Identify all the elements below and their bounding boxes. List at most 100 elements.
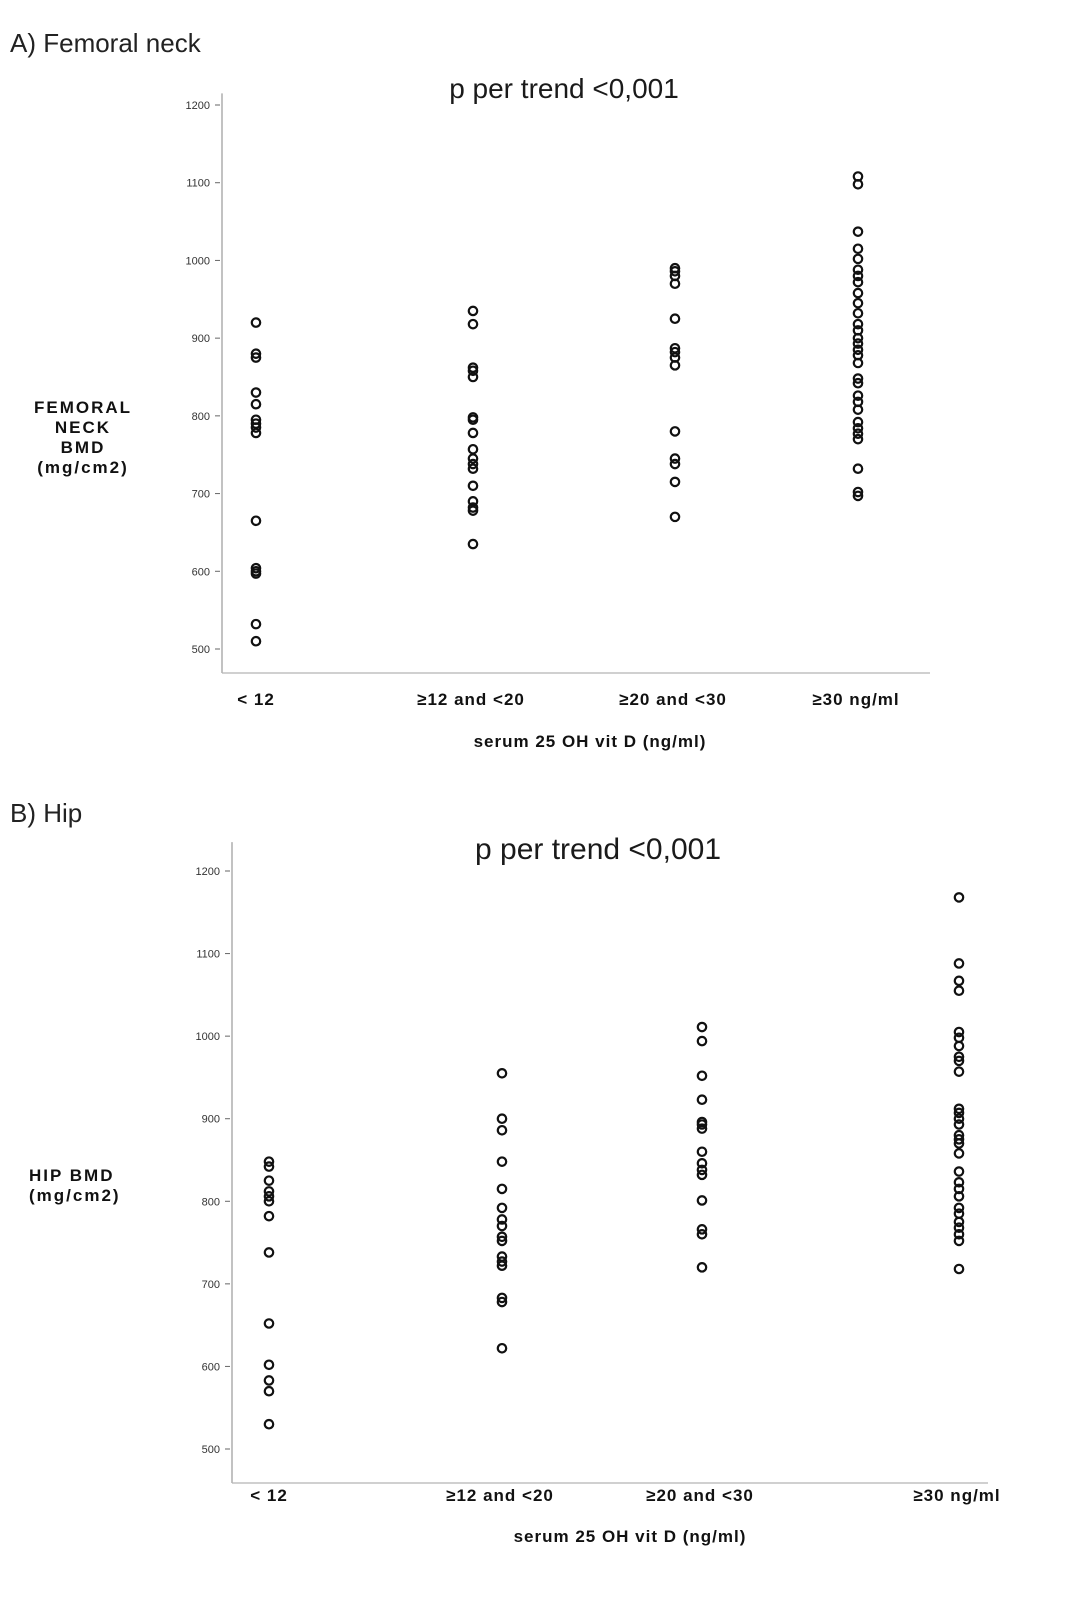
panel-a-data-point: [467, 538, 479, 550]
panel-b-data-point: [953, 1134, 965, 1145]
panel-b-x-axis-label: serum 25 OH vit D (ng/ml): [514, 1527, 747, 1546]
panel-b-data-point: [953, 1208, 965, 1219]
panel-b-y-tick-label: 500: [202, 1444, 220, 1456]
panel-a-data-point: [852, 390, 864, 401]
panel-b-data-point: [953, 1222, 965, 1234]
panel-a-data-point: [250, 515, 262, 527]
panel-b-data-point: [496, 1296, 508, 1308]
panel-b-y-tick-label: 800: [202, 1196, 220, 1208]
panel-b-data-point: [696, 1119, 708, 1130]
panel-a-data-point: [852, 463, 864, 475]
panel-a-x-axis-label: serum 25 OH vit D (ng/ml): [474, 732, 707, 751]
panel-b-data-point: [263, 1161, 275, 1172]
panel-b-data-point: [953, 1229, 965, 1240]
panel-b-data-point: [953, 1176, 965, 1188]
panel-b-data-point: [953, 1113, 965, 1125]
panel-b-data-point: [953, 1066, 965, 1077]
panel-b-data-point: [496, 1067, 508, 1079]
panel-b-data-point: [496, 1113, 508, 1125]
panel-b-data-point: [696, 1123, 708, 1134]
panel-b-data-point: [496, 1260, 508, 1271]
panel-b-y-tick-label: 1200: [196, 866, 220, 878]
panel-b-data-point: [263, 1195, 275, 1207]
panel-a-data-point: [250, 422, 262, 433]
panel-b-data-point: [953, 1216, 965, 1228]
panel-b-label: B) Hip: [10, 798, 83, 828]
panel-b-data-point: [263, 1318, 275, 1329]
panel-b-x-tick-label: < 12: [250, 1486, 288, 1505]
panel-a-data-point: [852, 178, 864, 190]
panel-b-data-point: [953, 1235, 965, 1247]
panel-b-data-point: [953, 1119, 965, 1130]
panel-a-data-point: [467, 505, 479, 516]
panel-b-data-point: [696, 1229, 708, 1240]
panel-b-data-point: [496, 1231, 508, 1243]
panel-b-trend-annotation: p per trend <0,001: [475, 833, 721, 866]
panel-b-data-point: [953, 1103, 965, 1115]
panel-b-data-point: [953, 1107, 965, 1119]
panel-b-data-point: [696, 1158, 708, 1169]
panel-b-data-point: [263, 1359, 275, 1371]
panel-hip: B) Hip HIP BMD (mg/cm2) 500 600 700 800 900 1…: [0, 790, 1088, 1603]
panel-a-data-point: [669, 360, 681, 371]
panel-b-data-point: [696, 1195, 708, 1206]
panel-b-data-point: [953, 1055, 965, 1067]
panel-a-data-point: [467, 458, 479, 470]
panel-b-data-point: [953, 1148, 965, 1159]
panel-b-data-point: [953, 1026, 965, 1038]
panel-a-data-point: [852, 422, 864, 434]
panel-b-data-point: [496, 1124, 508, 1136]
panel-a-data-point: [250, 635, 262, 647]
panel-b-data-point: [953, 892, 965, 903]
panel-b-data-point: [953, 1138, 965, 1149]
panel-b-x-tick-label: ≥12 and <20: [446, 1486, 554, 1505]
panel-a-data-point: [852, 428, 864, 440]
panel-b-data-point: [696, 1262, 708, 1273]
panel-b-x-tick-label: ≥30 ng/ml: [913, 1486, 1000, 1505]
panel-a-y-tick-label: 1200: [186, 100, 210, 112]
panel-a-x-tick-label: ≥30 ng/ml: [812, 690, 899, 709]
panel-b-data-point: [696, 1169, 708, 1181]
panel-a-data-point: [852, 270, 864, 282]
panel-b-data-point: [263, 1175, 275, 1186]
panel-a-data-point: [669, 266, 681, 277]
panel-b-data-point: [263, 1156, 275, 1167]
panel-b-data-point: [953, 1263, 965, 1275]
panel-a-scatter-plot: 500 600 700 800 900 1000 1100 1200 < 12 ≥12 and <…: [186, 73, 930, 751]
panel-b-data-point: [953, 985, 965, 997]
panel-a-data-point: [852, 490, 864, 502]
panel-femoral-neck: A) Femoral neck FEMORAL NECK BMD (mg/cm2…: [0, 0, 1088, 790]
panel-a-data-point: [669, 453, 681, 464]
panel-b-data-point: [263, 1186, 275, 1197]
panel-b-data-point: [696, 1035, 708, 1047]
panel-b-y-tick-label: 1100: [196, 949, 220, 961]
panel-b-data-point: [953, 1191, 965, 1202]
panel-a-data-point: [669, 313, 681, 325]
panel-a-data-point: [852, 416, 864, 428]
panel-a-data-point: [852, 357, 864, 369]
panel-a-y-axis-label: FEMORAL NECK BMD (mg/cm2): [33, 398, 133, 477]
panel-a-data-point: [852, 307, 864, 319]
panel-a-x-tick-label: ≥12 and <20: [417, 690, 525, 709]
panel-a-data-point: [467, 453, 479, 464]
panel-a-data-point: [669, 511, 681, 523]
panel-b-data-point: [496, 1342, 508, 1354]
panel-a-data-point: [669, 458, 681, 470]
panel-b-data-point: [696, 1094, 708, 1106]
panel-b-y-tick-label: 1000: [196, 1031, 220, 1043]
panel-b-data-point: [953, 958, 965, 969]
panel-b-data-point: [496, 1214, 508, 1225]
panel-b-data-point: [263, 1210, 275, 1222]
panel-a-y-tick-label: 900: [192, 333, 210, 345]
panel-b-data-point: [696, 1021, 708, 1033]
panel-b-data-point: [696, 1070, 708, 1082]
panel-b-data-point: [263, 1385, 275, 1397]
panel-a-data-point: [852, 433, 864, 445]
panel-a-y-tick-label: 600: [192, 566, 210, 578]
panel-a-data-point: [852, 344, 864, 356]
panel-b-data-point: [696, 1224, 708, 1235]
panel-a-data-point: [669, 476, 681, 488]
panel-a-data-point: [852, 318, 864, 330]
panel-a-data-point: [669, 278, 681, 290]
panel-a-data-point: [467, 414, 479, 426]
